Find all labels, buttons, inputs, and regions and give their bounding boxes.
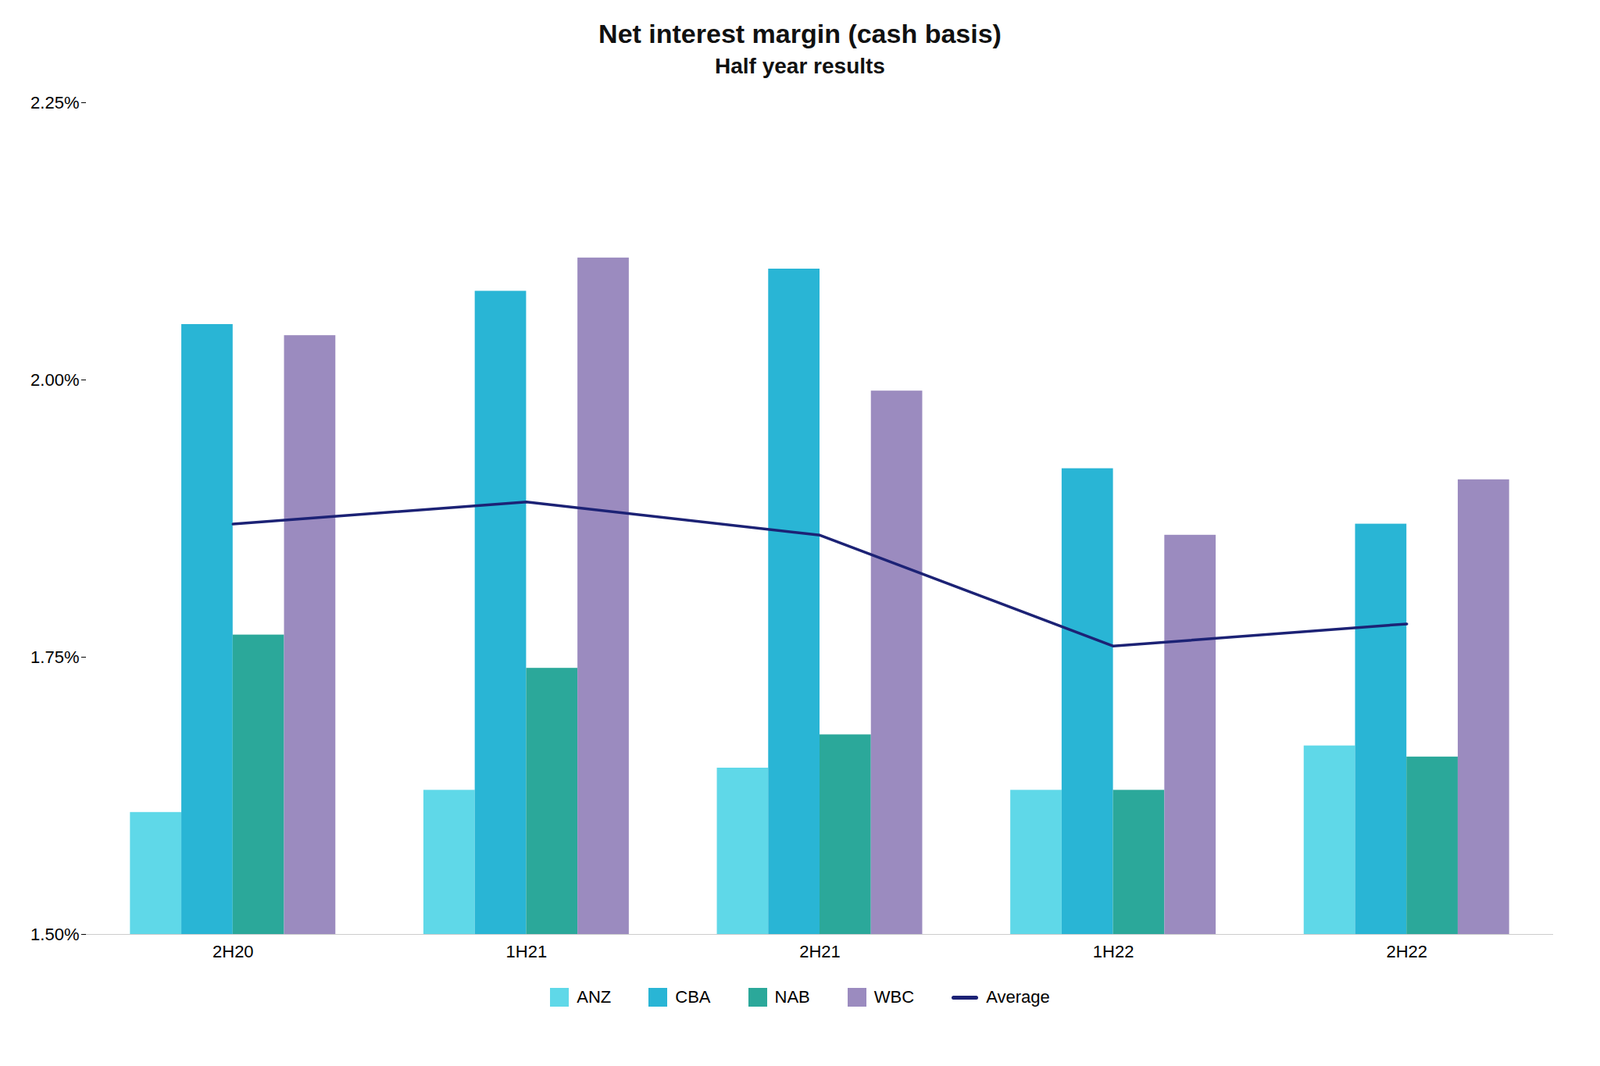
html-text:Average: Average	[986, 987, 1050, 1008]
svg-text:1.75%: 1.75%	[30, 647, 79, 668]
html-text:ANZ: ANZ	[576, 987, 612, 1008]
svg-text:2H20: 2H20	[212, 942, 254, 962]
html-text:NAB: NAB	[774, 987, 810, 1008]
svg-text:1.50%: 1.50%	[30, 925, 79, 945]
html-text:WBC: WBC	[874, 987, 915, 1008]
svg-text:1H21: 1H21	[506, 942, 548, 962]
svg-text:1H22: 1H22	[1092, 942, 1135, 962]
svg-text:2.00%: 2.00%	[30, 370, 79, 390]
svg-text:2H22: 2H22	[1385, 942, 1428, 962]
html-text:Net interest margin (cash basi: Net interest margin (cash basis)	[598, 18, 1002, 49]
html-text:CBA: CBA	[675, 987, 711, 1008]
html-text:Half year results: Half year results	[714, 53, 886, 79]
svg-text:2.25%: 2.25%	[30, 92, 79, 113]
svg-text:2H21: 2H21	[799, 942, 841, 962]
